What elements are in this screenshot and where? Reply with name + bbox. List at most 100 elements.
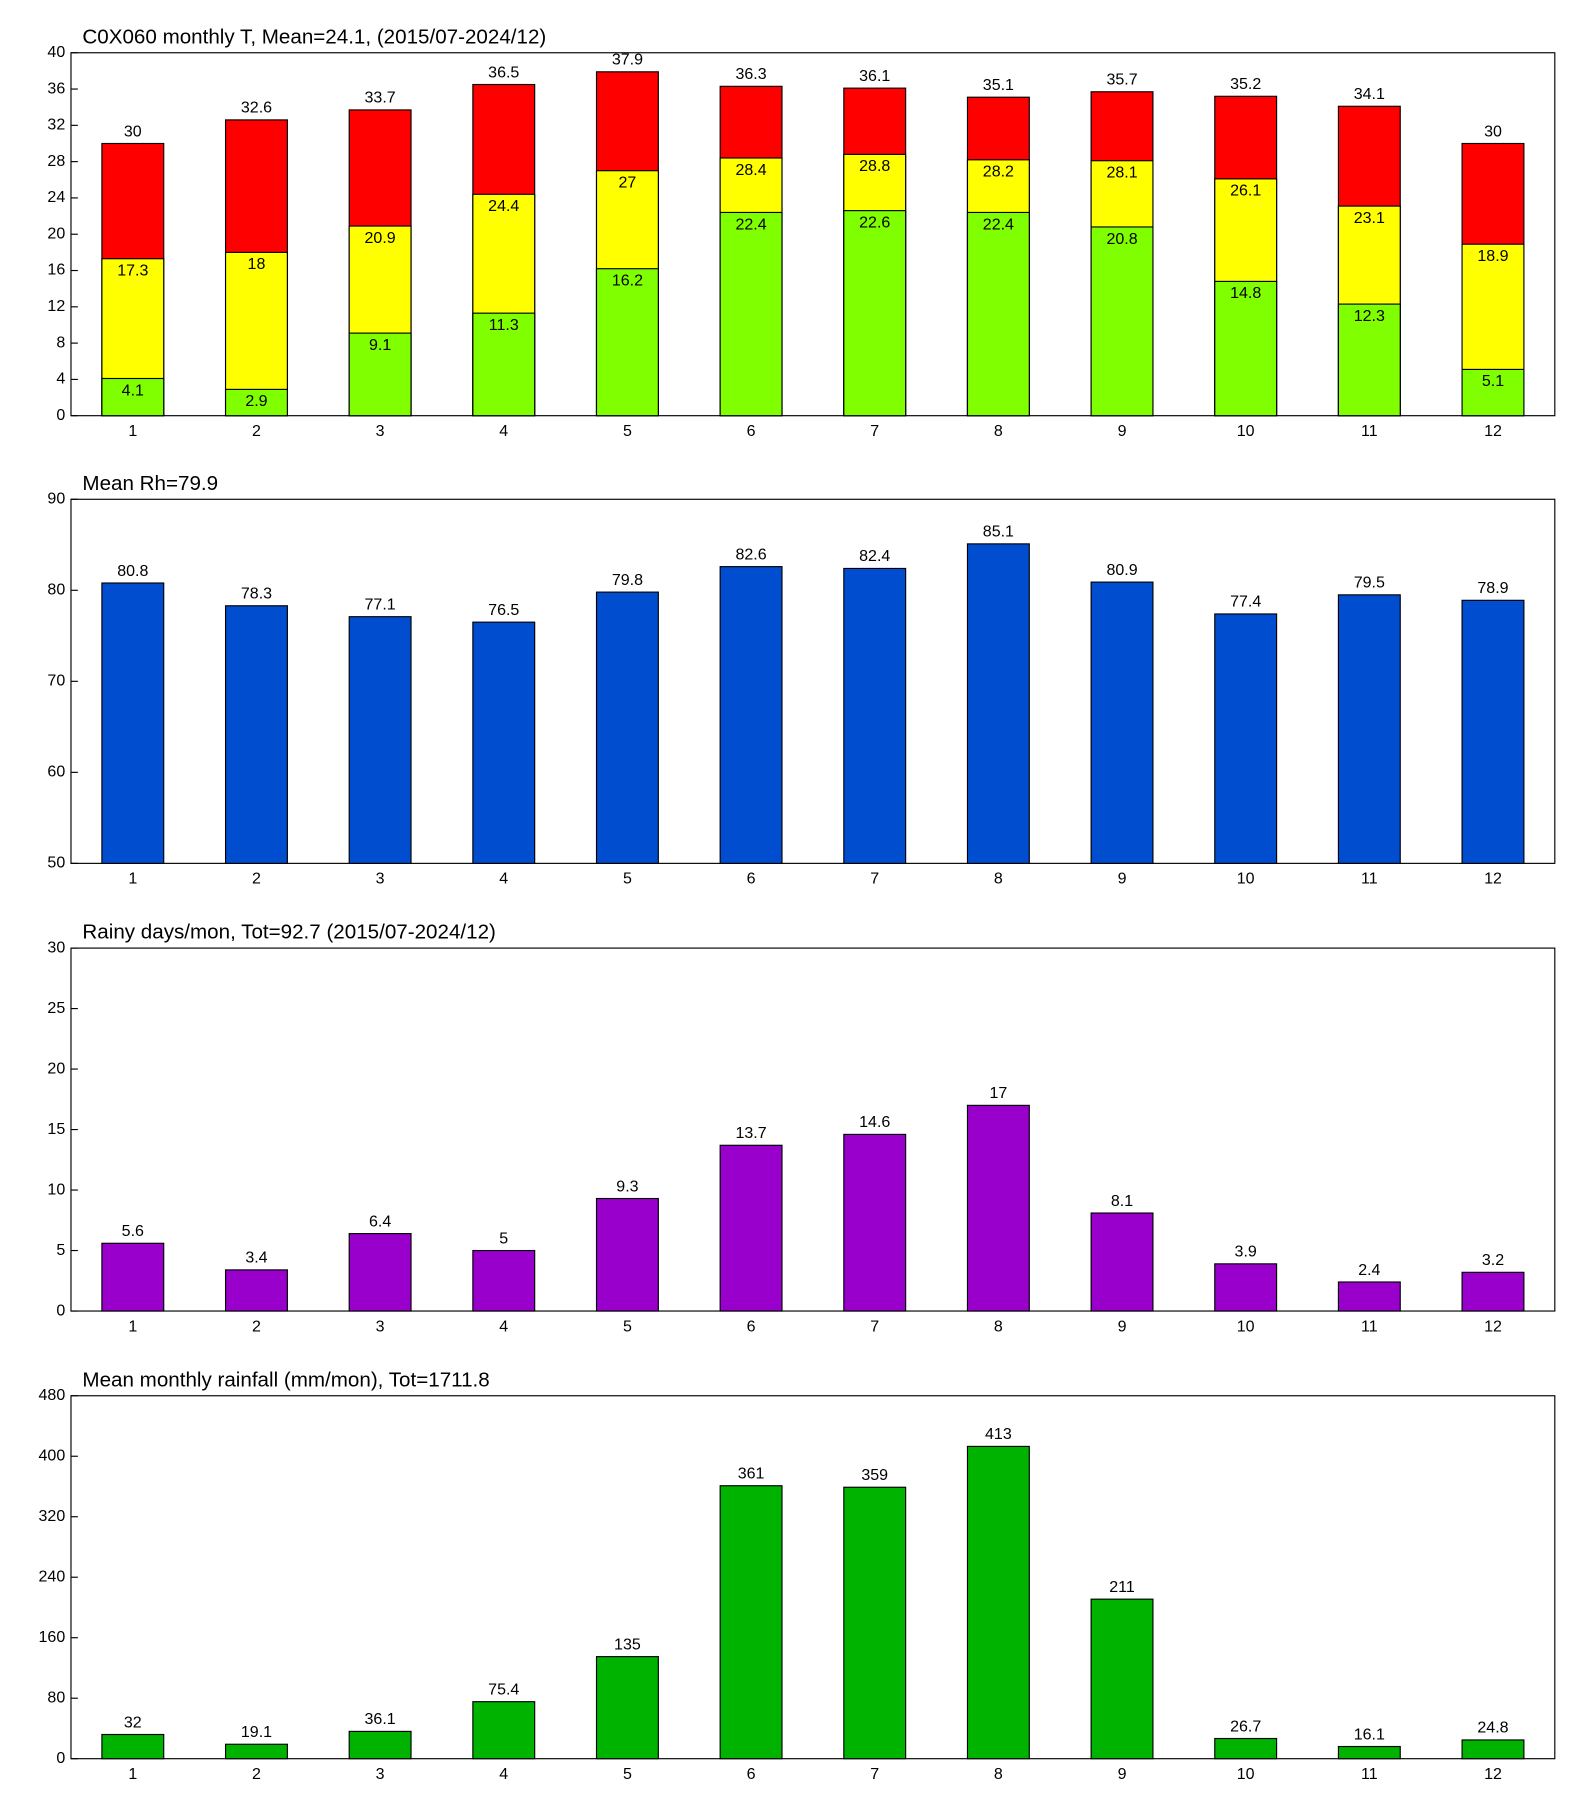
x-tick-label: 8 [994,1317,1003,1335]
plot-frame [70,947,1556,1312]
x-tick-label: 8 [994,422,1003,440]
x-tick-label: 6 [747,1765,756,1783]
bar [472,312,536,417]
x-tick-label: 11 [1361,422,1378,440]
value-label: 2.4 [1358,1261,1380,1279]
y-tick-label: 4 [56,370,65,388]
bar [595,268,659,417]
bar [1090,1212,1154,1312]
value-label: 27 [619,174,637,192]
x-tick-label: 1 [128,870,137,888]
value-label: 12.3 [1354,307,1385,325]
value-label: 13.7 [735,1124,766,1142]
y-tick-label: 10 [47,1180,65,1198]
bar [719,1144,783,1312]
y-tick-label: 60 [47,763,65,781]
x-tick-label: 5 [623,870,632,888]
value-label: 28.8 [859,157,890,175]
bar [1214,1737,1278,1760]
bar [595,1197,659,1312]
value-label: 11.3 [489,316,519,334]
x-tick-label: 4 [499,422,508,440]
value-label: 14.6 [859,1113,890,1131]
y-tick-label: 20 [47,224,65,242]
y-tick-label: 0 [56,406,65,424]
bar [595,1656,659,1760]
bar [1090,226,1154,417]
y-tick-label: 40 [47,43,65,61]
value-label: 4.1 [122,381,144,399]
value-label: 359 [861,1466,888,1484]
x-tick-label: 5 [623,422,632,440]
value-label: 75.4 [488,1680,519,1698]
value-label: 36.3 [735,65,766,83]
chart-title: Mean monthly rainfall (mm/mon), Tot=1711… [82,1368,489,1391]
bar [472,621,536,864]
x-tick-label: 3 [376,1765,385,1783]
bar [348,616,412,864]
value-label: 24.4 [488,197,519,215]
x-tick-label: 2 [252,422,261,440]
y-tick-label: 25 [47,999,65,1017]
y-tick-label: 0 [56,1301,65,1319]
x-tick-label: 7 [870,1765,879,1783]
x-tick-label: 6 [747,870,756,888]
y-tick-label: 80 [47,1688,65,1706]
y-tick-label: 160 [39,1628,66,1646]
x-tick-label: 4 [499,1317,508,1335]
value-label: 78.9 [1477,579,1508,597]
value-label: 78.3 [241,585,272,603]
value-label: 36.1 [365,1710,396,1728]
value-label: 9.3 [616,1177,638,1195]
x-tick-label: 9 [1118,1317,1127,1335]
value-label: 82.6 [735,545,766,563]
value-label: 413 [985,1425,1012,1443]
value-label: 79.5 [1354,574,1385,592]
bar [224,1743,288,1760]
y-tick-label: 24 [47,188,65,206]
x-tick-label: 8 [994,870,1003,888]
y-tick-label: 0 [56,1749,65,1767]
x-tick-label: 1 [128,422,137,440]
y-tick-label: 36 [47,79,65,97]
bar [595,591,659,864]
bar [719,1485,783,1760]
y-tick-label: 12 [47,297,65,315]
bar [472,1249,536,1312]
value-label: 77.4 [1230,593,1261,611]
value-label: 28.1 [1106,164,1137,182]
x-tick-label: 10 [1237,870,1255,888]
y-tick-label: 28 [47,152,65,170]
y-tick-label: 70 [47,672,65,690]
value-label: 26.7 [1230,1717,1261,1735]
y-tick-label: 5 [56,1241,65,1259]
x-tick-label: 8 [994,1765,1003,1783]
value-label: 23.1 [1354,209,1385,227]
y-tick-label: 90 [47,490,65,508]
bar [1461,599,1525,864]
value-label: 19.1 [241,1723,272,1741]
value-label: 211 [1109,1578,1135,1596]
bar [348,332,412,417]
bar [1461,1739,1525,1760]
value-label: 32.6 [241,99,272,117]
bar [224,605,288,864]
bar [1214,1263,1278,1312]
bar [348,1233,412,1312]
y-tick-label: 240 [39,1567,66,1585]
y-tick-label: 80 [47,581,65,599]
value-label: 35.2 [1230,75,1261,93]
value-label: 5.6 [122,1222,144,1240]
value-label: 26.1 [1230,182,1261,200]
x-tick-label: 9 [1118,422,1127,440]
x-tick-label: 6 [747,422,756,440]
plot-frame [70,498,1556,864]
bar [966,543,1030,864]
plot-frame [70,1395,1556,1760]
value-label: 37.9 [612,51,643,69]
bar [472,1701,536,1760]
bar [1214,280,1278,417]
value-label: 79.8 [612,571,643,589]
x-tick-label: 5 [623,1765,632,1783]
x-tick-label: 2 [252,1765,261,1783]
